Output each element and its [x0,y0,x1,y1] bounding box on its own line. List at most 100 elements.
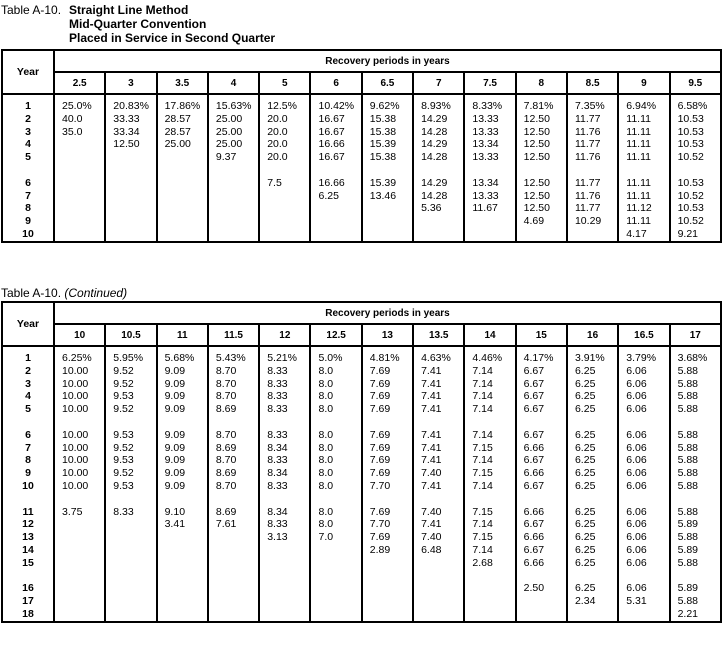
rate-cell: 25.00 [206,125,261,139]
period-header: 12.5 [309,323,363,347]
rate-cell: 9.53 [104,454,158,468]
rate-cell: 6.67 [514,377,568,391]
rate-cell: 10.00 [52,364,107,378]
rate-cell: 14.28 [412,151,466,164]
rate-cell: 12.50 [514,138,568,152]
rate-cell: 15.63% [206,100,261,113]
empty-cell [52,189,107,203]
rate-cell: 10.00 [52,377,107,391]
rate-cell: 16.66 [309,176,363,190]
period-header: 16 [565,323,620,347]
rate-cell: 6.06 [617,556,671,570]
rate-cell: 10.53 [668,138,723,152]
rate-cell: 7.69 [360,467,415,480]
rate-cell: 13.34 [463,138,517,152]
table-row: 7 10.00 9.52 9.09 8.69 8.34 8.0 7.69 7.41 7.15 6.6… [1,441,723,455]
year-cell: 1 [1,352,55,365]
rate-cell: 9.53 [104,428,158,442]
empty-cell [155,531,209,544]
empty-cell [52,595,107,608]
table-row: 1 6.25% 5.95% 5.68% 5.43% 5.21% 5.0% 4.81% 4.63%… [1,352,723,365]
rate-cell: 7.81% [514,100,568,113]
empty-cell [258,215,312,228]
rate-cell: 8.33 [258,403,312,416]
rate-cell: 7.15 [463,441,517,455]
year-header: Year [1,301,55,347]
table-row: 11 3.75 8.33 9.10 8.69 8.34 8.0 7.69 7.40 7.15 6.6… [1,505,723,519]
rate-cell: 20.0 [258,112,312,126]
rate-cell: 7.70 [360,479,415,493]
rate-cell: 9.09 [155,428,209,442]
rate-cell: 11.77 [565,176,620,190]
table-row: 15 2.68 6.66 6.25 6.06 5.88 [1,556,723,570]
empty-cell [104,518,158,532]
table-row: 10 10.00 9.53 9.09 8.70 8.33 8.0 7.70 7.41 7.14 6.… [1,479,723,493]
year-cell: 3 [1,125,55,139]
table1-title-line: Mid-Quarter Convention [69,17,207,31]
empty-cell [258,595,312,608]
rate-cell: 9.52 [104,377,158,391]
rate-cell: 13.46 [360,189,415,203]
rate-cell: 10.00 [52,441,107,455]
rate-cell: 7.69 [360,364,415,378]
rate-cell: 7.14 [463,518,517,532]
table-row: 8 10.00 9.53 9.09 8.70 8.33 8.0 7.69 7.41 7.14 6.6… [1,454,723,468]
period-header: 9 [617,71,671,95]
table2-continued: (Continued) [64,286,128,300]
rate-cell: 9.62% [360,100,415,113]
rate-cell: 7.69 [360,428,415,442]
empty-cell [104,215,158,228]
rate-cell: 6.67 [514,364,568,378]
rate-cell: 6.25 [565,454,620,468]
period-header: 7.5 [463,71,517,95]
empty-cell [155,543,209,557]
rate-cell: 5.89 [668,543,723,557]
rate-cell: 7.69 [360,505,415,519]
period-header: 13 [360,323,415,347]
empty-cell [52,556,107,570]
rate-cell: 8.33 [258,479,312,493]
table1-title-line: Placed in Service in Second Quarter [69,31,276,45]
empty-cell [104,582,158,596]
rate-cell: 11.76 [565,151,620,164]
rate-cell: 7.35% [565,100,620,113]
rate-cell: 7.41 [412,377,466,391]
rate-cell: 9.52 [104,403,158,416]
table1-label: Table A-10. [1,3,62,17]
year-cell: 5 [1,151,55,164]
rate-cell: 8.33 [104,505,158,519]
rate-cell: 7.14 [463,377,517,391]
rate-cell: 6.48 [412,543,466,557]
rate-cell: 25.0% [52,100,107,113]
empty-cell [206,215,261,228]
rate-cell: 12.50 [514,125,568,139]
empty-cell [412,215,466,228]
empty-cell [52,518,107,532]
rate-cell: 20.0 [258,125,312,139]
empty-cell [206,556,261,570]
year-cell: 1 [1,100,55,113]
empty-cell [463,227,517,242]
empty-cell [463,215,517,228]
table-row: 12 3.41 7.61 8.33 8.0 7.70 7.41 7.14 6.67 6.25 6.0… [1,518,723,532]
rate-cell: 7.41 [412,441,466,455]
empty-cell [104,202,158,216]
table2-title: Table A-10. (Continued) [1,286,127,300]
empty-cell [412,582,466,596]
rate-cell: 7.14 [463,479,517,493]
empty-cell [52,582,107,596]
empty-cell [104,176,158,190]
empty-cell [104,556,158,570]
year-cell: 5 [1,403,55,416]
rate-cell: 9.52 [104,364,158,378]
rate-cell: 7.61 [206,518,261,532]
table-row: 2 40.0 33.33 28.57 25.00 20.0 16.67 15.38 14.29 1… [1,112,723,126]
table-row: 10 4.17 9.21 [1,227,723,242]
empty-cell [155,227,209,242]
rate-cell: 8.0 [309,505,363,519]
rate-cell: 4.69 [514,215,568,228]
rate-cell: 6.66 [514,467,568,480]
rate-cell: 7.14 [463,454,517,468]
rate-cell: 11.77 [565,138,620,152]
empty-cell [412,227,466,242]
